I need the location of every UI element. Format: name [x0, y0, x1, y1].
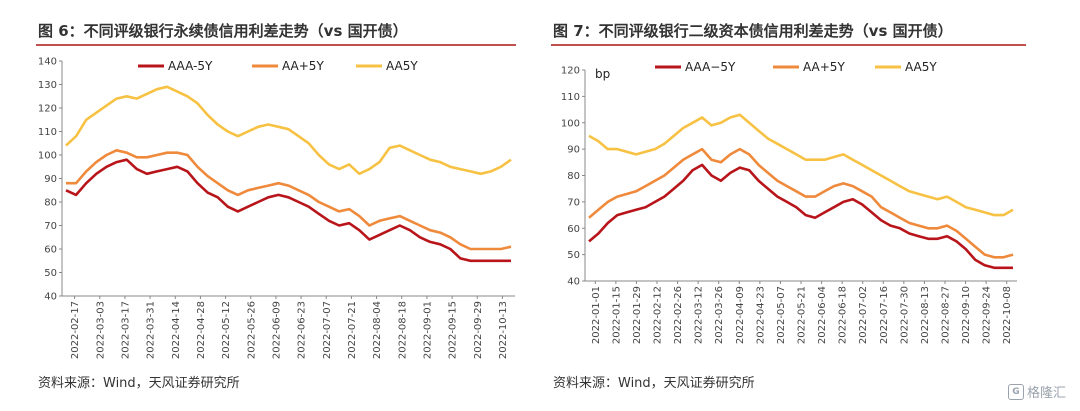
x-tick-label: 2022-03-31 — [146, 301, 157, 359]
legend-label: AA+5Y — [282, 59, 324, 73]
y-tick-label: 60 — [567, 224, 580, 235]
unit-label: bp — [595, 67, 610, 81]
y-tick-label: 110 — [38, 127, 57, 138]
y-tick-label: 130 — [38, 80, 57, 91]
y-tick-label: 70 — [567, 197, 580, 208]
legend-label: AAA−5Y — [685, 60, 736, 74]
series-line-aaa−5y — [588, 163, 1013, 270]
y-tick-label: 40 — [567, 277, 580, 288]
chart-perpetual-bond-spread: 40 50 60 70 80 90 100 110 120 130 140 2022-02-17 202… — [38, 57, 515, 359]
y-tick-label: 50 — [44, 268, 57, 279]
x-tick-label: 2022-08-13 — [920, 286, 931, 344]
y-tick-label: 110 — [561, 92, 580, 103]
x-tick-label: 2022-10-13 — [498, 301, 509, 359]
y-tick-label: 80 — [44, 198, 57, 209]
x-tick-label: 2022-03-26 — [714, 286, 725, 344]
x-tick-label: 2022-05-07 — [776, 286, 787, 344]
legend-label: AA5Y — [905, 60, 937, 74]
y-tick-label: 140 — [38, 57, 57, 68]
x-tick-label: 2022-07-07 — [322, 301, 333, 359]
x-tick-label: 2022-09-10 — [961, 286, 972, 344]
x-tick-label: 2022-07-16 — [879, 286, 890, 344]
x-tick-label: 2022-09-29 — [473, 301, 484, 359]
x-tick-label: 2022-07-30 — [899, 286, 910, 344]
series-line-aa5y — [588, 113, 1014, 217]
watermark-text: 格隆汇 — [1026, 386, 1066, 401]
legend-label: AA5Y — [386, 59, 418, 73]
chart-panel-right: 图 7：不同评级银行二级资本债信用利差走势（vs 国开债） 40 50 60 70 80… — [545, 0, 1080, 411]
x-tick-label: 2022-02-12 — [653, 286, 664, 344]
x-tick-label: 2022-04-23 — [755, 286, 766, 344]
x-tick-label: 2022-05-26 — [246, 301, 257, 359]
x-tick-label: 2022-03-17 — [120, 301, 131, 359]
y-tick-label: 120 — [561, 66, 580, 77]
x-tick-label: 2022-09-15 — [448, 301, 459, 359]
x-tick-label: 2022-04-14 — [171, 301, 182, 359]
y-tick-label: 80 — [567, 171, 580, 182]
x-tick-label: 2022-01-29 — [632, 286, 643, 344]
x-tick-label: 2022-03-03 — [95, 301, 106, 359]
y-tick-label: 90 — [44, 174, 57, 185]
chart-panel-left: 图 6：不同评级银行永续债信用利差走势（vs 国开债） 40 50 60 70 80 90… — [36, 22, 516, 391]
series-line-aa5y — [65, 85, 512, 176]
x-tick-label: 2022-06-18 — [838, 286, 849, 344]
x-tick-label: 2022-01-01 — [591, 286, 602, 344]
title-rule — [36, 44, 516, 46]
source-note: 资料来源：Wind，天风证券研究所 — [38, 376, 240, 391]
x-tick-label: 2022-08-04 — [372, 301, 383, 359]
y-tick-label: 100 — [38, 151, 57, 162]
x-tick-label: 2022-10-08 — [1002, 286, 1013, 344]
series-line-aa+5y — [66, 149, 512, 251]
x-tick-label: 2022-09-01 — [422, 301, 433, 359]
x-tick-label: 2022-05-12 — [221, 301, 232, 359]
y-tick-label: 120 — [38, 104, 57, 115]
x-tick-label: 2022-06-04 — [817, 286, 828, 344]
y-tick-label: 40 — [44, 292, 57, 303]
chart-title: 图 7：不同评级银行二级资本债信用利差走势（vs 国开债） — [553, 22, 953, 40]
x-tick-label: 2022-09-24 — [982, 286, 993, 344]
x-tick-label: 2022-01-15 — [611, 286, 622, 344]
x-tick-label: 2022-03-12 — [694, 286, 705, 344]
series-line-aa+5y — [588, 147, 1014, 259]
watermark: G 格隆汇 — [1007, 382, 1066, 401]
x-tick-label: 2022-04-28 — [196, 301, 207, 359]
x-tick-label: 2022-06-23 — [297, 301, 308, 359]
y-tick-label: 60 — [44, 245, 57, 256]
x-tick-label: 2022-08-27 — [941, 286, 952, 344]
legend-label: AAA-5Y — [168, 59, 213, 73]
y-tick-label: 100 — [561, 118, 580, 129]
x-tick-label: 2022-06-09 — [271, 301, 282, 359]
y-tick-label: 70 — [44, 221, 57, 232]
legend-label: AA+5Y — [803, 60, 845, 74]
y-tick-label: 90 — [567, 145, 580, 156]
x-tick-label: 2022-07-02 — [858, 286, 869, 344]
x-tick-label: 2022-04-09 — [735, 286, 746, 344]
x-tick-label: 2022-02-17 — [70, 301, 81, 359]
chart-tier2-capital-bond-spread: 40 50 60 70 80 90 100 110 120 2022-01-01 2022-01-1… — [561, 60, 1017, 344]
x-tick-label: 2022-07-21 — [347, 301, 358, 359]
logo-icon: G — [1007, 383, 1024, 400]
series-line-aaa-5y — [65, 158, 511, 263]
x-tick-label: 2022-05-21 — [797, 286, 808, 344]
chart-title: 图 6：不同评级银行永续债信用利差走势（vs 国开债） — [38, 22, 408, 40]
x-tick-label: 2022-08-18 — [397, 301, 408, 359]
x-tick-label: 2022-02-26 — [673, 286, 684, 344]
source-note: 资料来源：Wind，天风证券研究所 — [553, 376, 755, 391]
title-rule — [551, 44, 1026, 46]
y-tick-label: 50 — [567, 250, 580, 261]
